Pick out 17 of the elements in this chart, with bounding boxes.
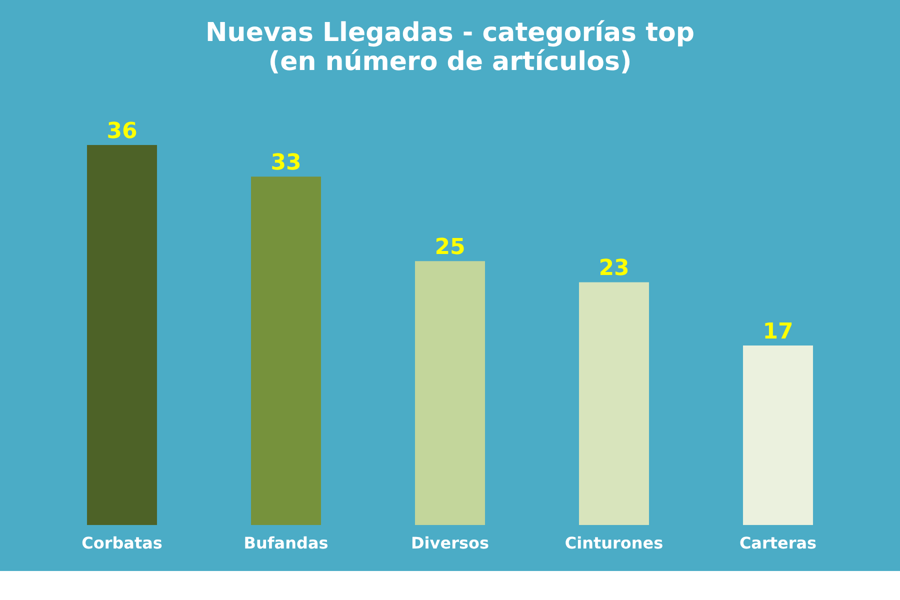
- bar: [87, 145, 157, 525]
- x-tick-label: Cinturones: [564, 534, 664, 552]
- chart-title: Nuevas Llegadas - categorías top: [206, 18, 694, 48]
- x-tick-label: Diversos: [411, 534, 489, 552]
- chart-subtitle: (en número de artículos): [268, 47, 632, 77]
- x-tick-label: Bufandas: [244, 534, 328, 552]
- data-label: 36: [106, 119, 138, 144]
- x-tick-label: Carteras: [739, 534, 817, 552]
- data-label: 17: [762, 320, 794, 345]
- bar: [743, 346, 813, 525]
- bar: [415, 261, 485, 525]
- x-tick-label: Corbatas: [82, 534, 162, 552]
- data-label: 25: [434, 235, 466, 260]
- data-label: 33: [270, 150, 302, 176]
- bar: [251, 176, 321, 525]
- bar: [579, 282, 649, 525]
- data-label: 23: [598, 256, 630, 282]
